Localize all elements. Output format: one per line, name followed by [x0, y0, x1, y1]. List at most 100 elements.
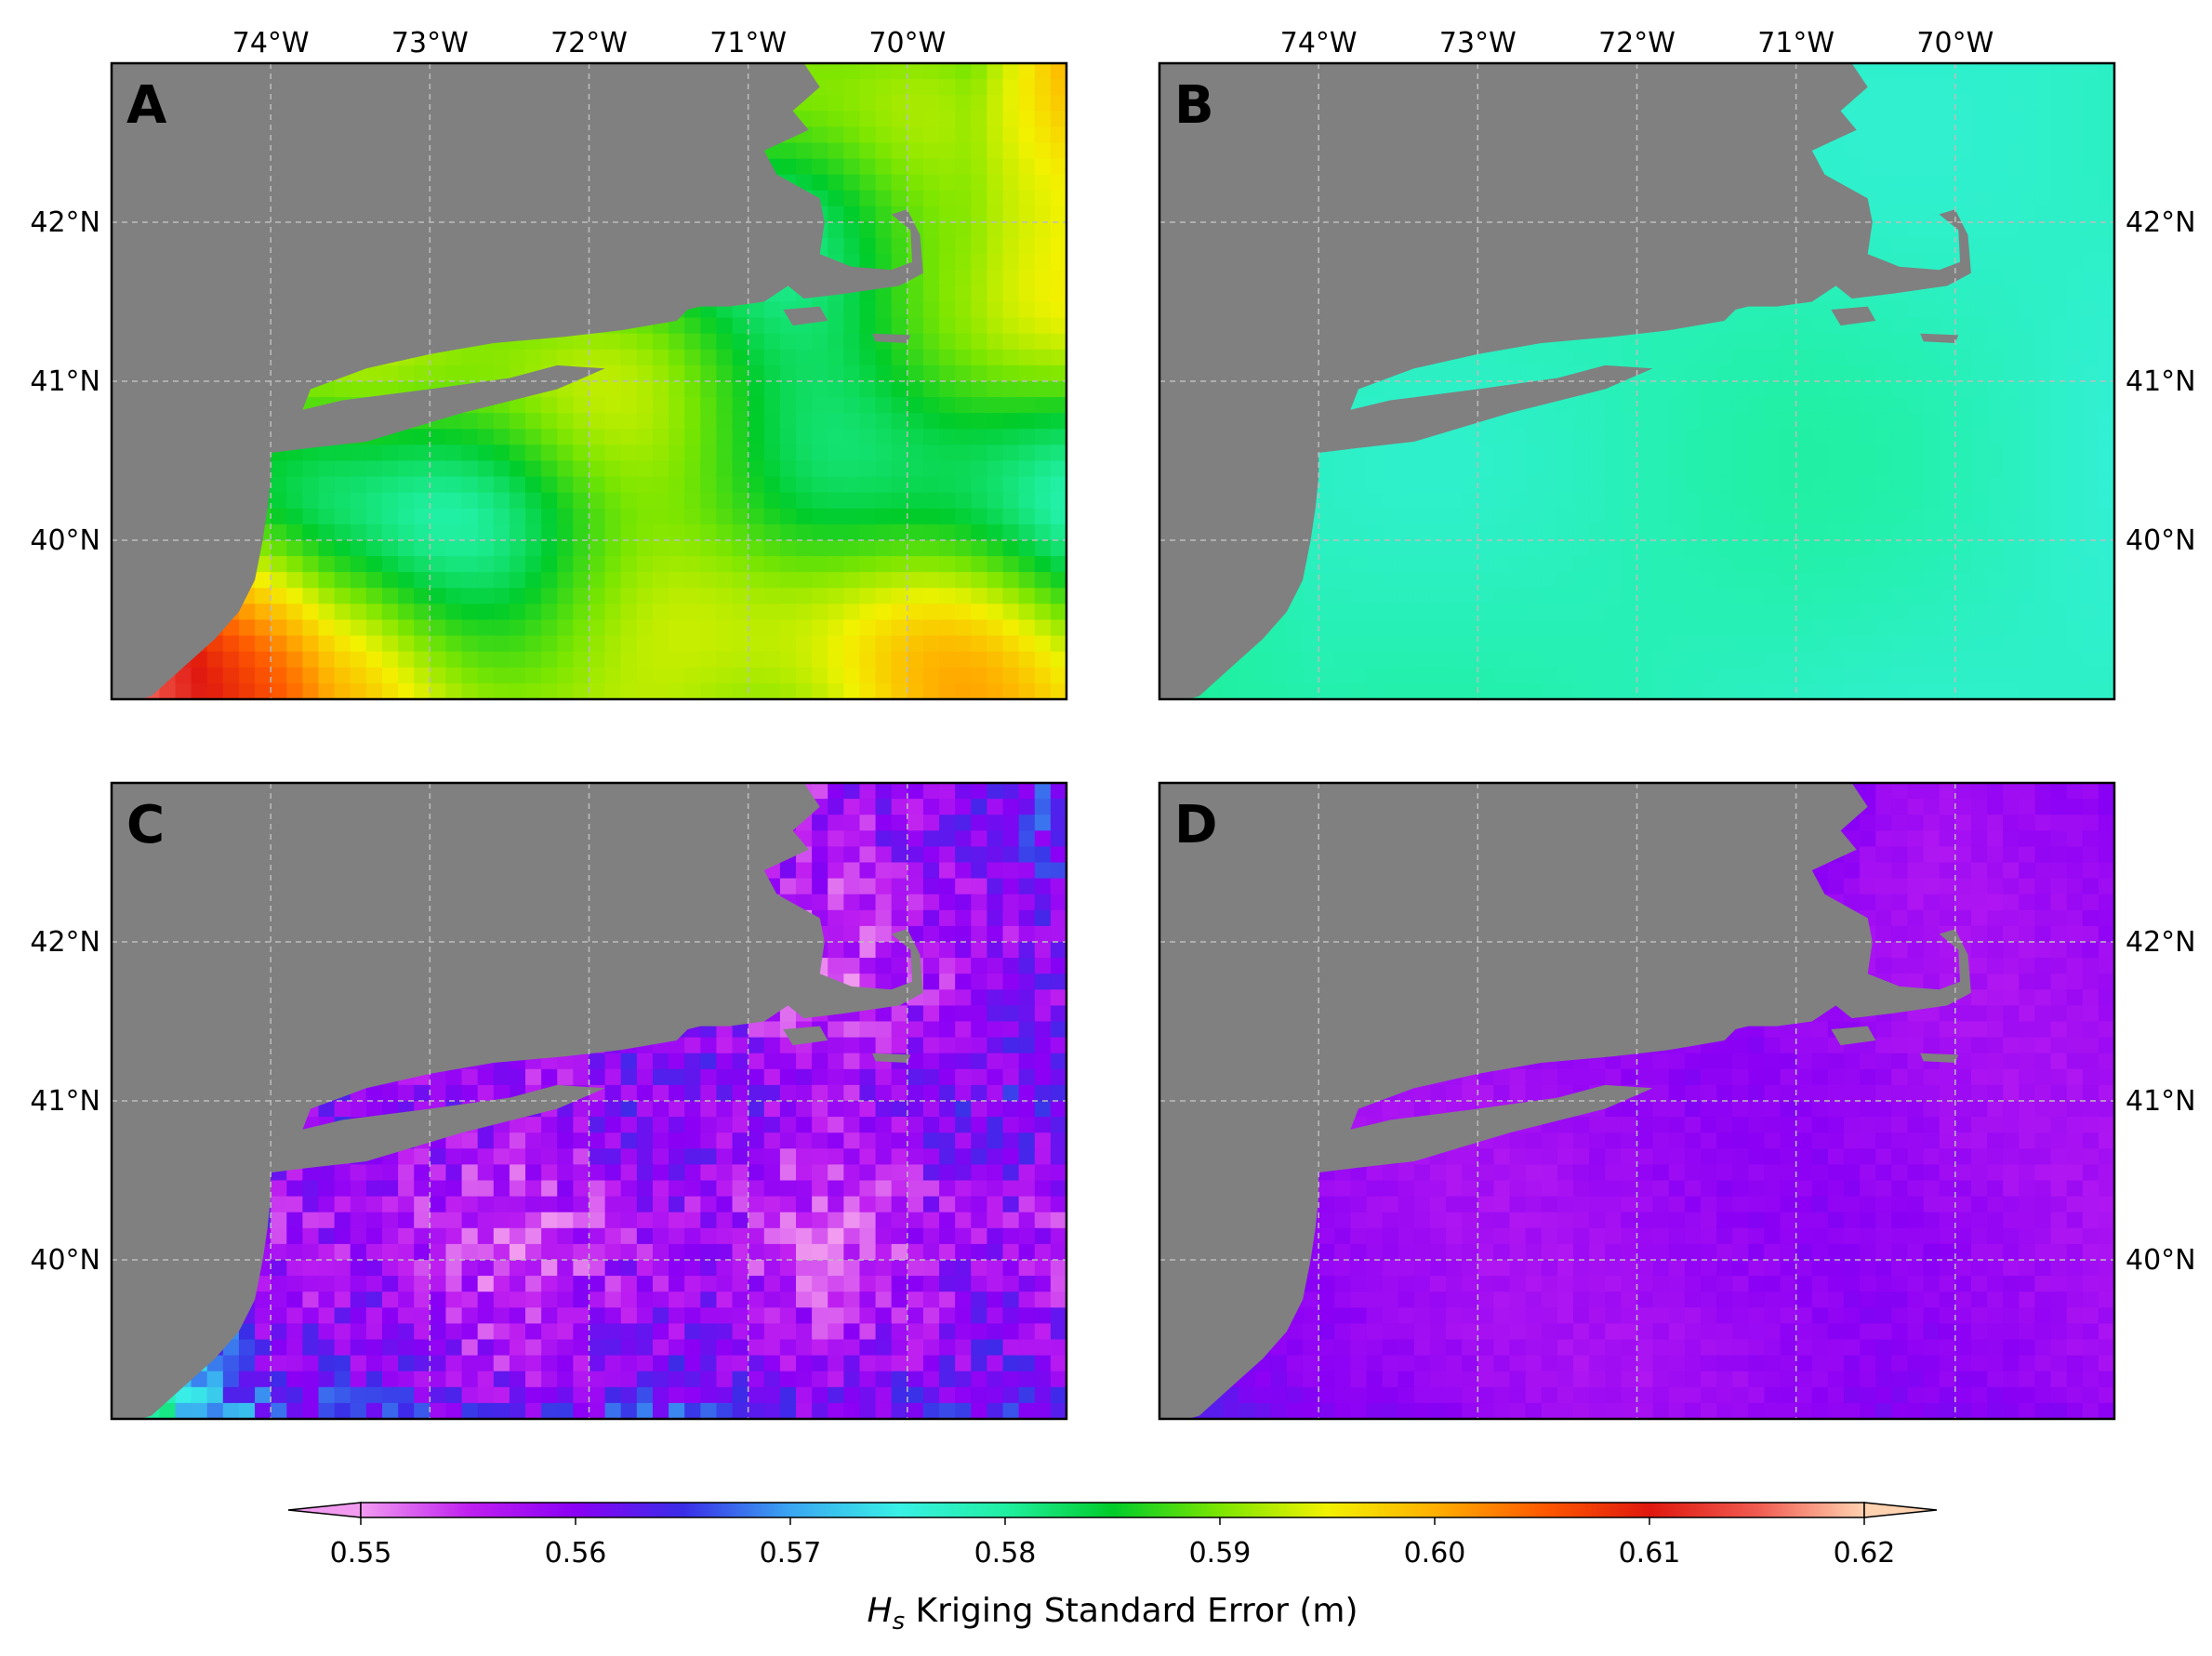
field-cell [971, 222, 988, 239]
field-cell [987, 317, 1004, 335]
field-cell [1556, 397, 1574, 414]
field-cell [812, 783, 828, 800]
field-cell [302, 540, 320, 557]
field-cell [875, 317, 893, 335]
field-cell [1780, 572, 1797, 589]
field-cell [1954, 619, 1972, 637]
field-cell [1509, 508, 1527, 525]
field-cell [1764, 492, 1782, 510]
field-cell [1970, 556, 1988, 573]
field-cell [987, 142, 1004, 160]
field-cell [509, 460, 526, 478]
field-cell [2050, 79, 2068, 96]
field-cell [1477, 476, 1495, 494]
field-cell [1050, 158, 1066, 176]
field-cell [875, 429, 893, 445]
field-cell [1382, 588, 1399, 604]
field-cell [1684, 333, 1702, 351]
field-cell [859, 444, 877, 462]
field-cell [1939, 619, 1956, 637]
field-cell [716, 588, 734, 604]
field-cell [1939, 222, 1956, 239]
field-cell [2019, 635, 2036, 653]
field-cell [1875, 476, 1892, 494]
field-cell [987, 222, 1004, 239]
field-cell [1827, 429, 1845, 445]
field-cell [1573, 572, 1590, 589]
field-cell [1780, 364, 1797, 382]
field-cell [987, 174, 1004, 192]
field-cell [414, 651, 430, 669]
field-cell [1860, 588, 1876, 604]
field-cell [1970, 126, 1988, 144]
field-cell [1541, 492, 1558, 510]
field-cell [636, 460, 654, 478]
field-cell [1413, 540, 1431, 557]
field-cell [445, 619, 463, 637]
field-cell [1605, 619, 1622, 637]
field-cell [1018, 285, 1036, 303]
field-cell [365, 572, 383, 589]
field-cell [1923, 158, 1940, 176]
field-cell [365, 651, 383, 669]
field-cell [430, 523, 447, 541]
field-cell [1700, 492, 1717, 510]
field-cell [1318, 572, 1335, 589]
field-cell [1684, 523, 1702, 541]
field-cell [2019, 222, 2036, 239]
field-cell [843, 174, 861, 192]
field-cell [1573, 556, 1590, 573]
field-cell [828, 158, 844, 176]
field-cell [509, 635, 526, 653]
field-cell [1493, 460, 1511, 478]
field-cell [875, 508, 893, 525]
field-cell [748, 413, 765, 430]
field-cell [1970, 222, 1988, 239]
field-cell [828, 190, 844, 207]
field-cell [1573, 476, 1590, 494]
field-cell [1923, 651, 1940, 669]
field-cell [1891, 158, 1909, 176]
field-cell [955, 619, 972, 637]
field-cell [1382, 667, 1399, 684]
field-cell [1700, 476, 1717, 494]
field-cell [939, 142, 956, 160]
field-cell [525, 492, 542, 510]
field-cell [302, 523, 320, 541]
field-cell [939, 635, 956, 653]
field-cell [1621, 682, 1638, 699]
field-cell [907, 63, 924, 80]
field-cell [589, 333, 606, 351]
field-cell [461, 364, 479, 382]
field-cell [2019, 79, 2036, 96]
field-cell [445, 413, 463, 430]
field-cell [732, 460, 749, 478]
field-cell [922, 126, 940, 144]
field-cell [684, 588, 701, 604]
field-cell [1366, 492, 1384, 510]
field-cell [2066, 174, 2084, 192]
field-cell [955, 540, 972, 557]
field-cell [318, 492, 336, 510]
field-cell [1350, 556, 1368, 573]
field-cell [1636, 635, 1654, 653]
field-cell [318, 682, 336, 699]
field-cell [891, 492, 908, 510]
field-cell [875, 540, 893, 557]
field-cell [1970, 429, 1988, 445]
field-cell [955, 460, 972, 478]
field-cell [1034, 190, 1052, 207]
field-cell [812, 444, 828, 462]
field-cell [716, 444, 734, 462]
field-cell [557, 508, 574, 525]
field-cell [1318, 556, 1335, 573]
field-cell [987, 556, 1004, 573]
field-cell [1525, 619, 1543, 637]
field-cell [1589, 460, 1606, 478]
field-cell [318, 523, 336, 541]
field-cell [1860, 508, 1876, 525]
field-cell [1700, 413, 1717, 430]
field-cell [763, 508, 781, 525]
field-cell [222, 635, 240, 653]
field-cell [1382, 572, 1399, 589]
